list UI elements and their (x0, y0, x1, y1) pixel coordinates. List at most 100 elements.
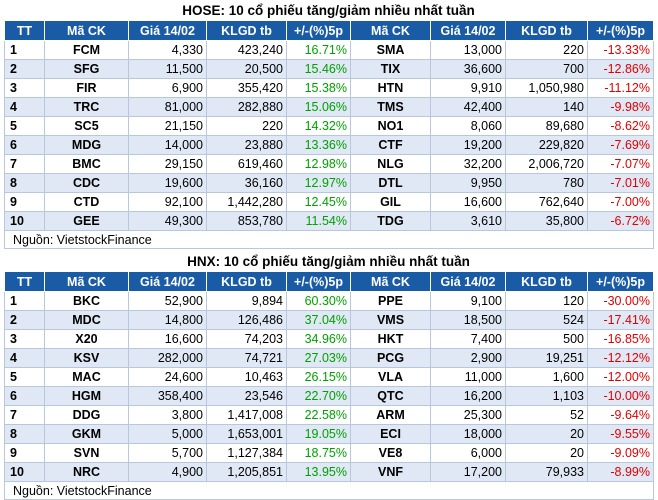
column-header: KLGD tb (206, 20, 287, 41)
price-cell: 16,200 (430, 386, 506, 406)
price-cell: 18,000 (430, 424, 506, 444)
hose-header-row: TT Mã CK Giá 14/02 KLGD tb +/-(%)5p Mã C… (4, 20, 654, 41)
price-cell: 2,900 (430, 348, 506, 368)
hose-section: HOSE: 10 cổ phiếu tăng/giảm nhiều nhất t… (4, 2, 654, 249)
volume-cell: 20,500 (206, 59, 287, 79)
change-cell: 13.36% (286, 135, 351, 155)
table-row: 7 BMC 29,150 619,460 12.98% NLG 32,200 2,006,72… (4, 154, 654, 174)
price-cell: 8,060 (430, 116, 506, 136)
ticker-cell: CTD (44, 192, 129, 212)
rank-cell: 3 (4, 78, 45, 98)
volume-cell: 19,251 (505, 348, 588, 368)
ticker-cell: VLA (350, 367, 431, 387)
change-cell: -7.00% (587, 192, 654, 212)
volume-cell: 20 (505, 443, 588, 463)
price-cell: 81,000 (128, 97, 207, 117)
volume-cell: 9,894 (206, 291, 287, 311)
volume-cell: 1,417,008 (206, 405, 287, 425)
hose-table: TT Mã CK Giá 14/02 KLGD tb +/-(%)5p Mã C… (4, 20, 654, 249)
rank-cell: 5 (4, 367, 45, 387)
volume-cell: 500 (505, 329, 588, 349)
change-cell: 11.54% (286, 211, 351, 231)
table-row: 6 HGM 358,400 23,546 22.70% QTC 16,200 1,103 -10… (4, 386, 654, 406)
hnx-title: HNX: 10 cổ phiếu tăng/giảm nhiều nhất tu… (187, 254, 470, 269)
column-header: Mã CK (44, 271, 129, 292)
volume-cell: 74,203 (206, 329, 287, 349)
column-header: KLGD tb (206, 271, 287, 292)
volume-cell: 10,463 (206, 367, 287, 387)
ticker-cell: NRC (44, 462, 129, 482)
volume-cell: 1,442,280 (206, 192, 287, 212)
change-cell: 13.95% (286, 462, 351, 482)
table-row: 9 CTD 92,100 1,442,280 12.45% GIL 16,600 762,64… (4, 192, 654, 212)
change-cell: -12.86% (587, 59, 654, 79)
change-cell: -7.01% (587, 173, 654, 193)
change-cell: 22.70% (286, 386, 351, 406)
volume-cell: 762,640 (505, 192, 588, 212)
rank-cell: 8 (4, 424, 45, 444)
ticker-cell: FIR (44, 78, 129, 98)
rank-cell: 10 (4, 211, 45, 231)
price-cell: 282,000 (128, 348, 207, 368)
volume-cell: 220 (206, 116, 287, 136)
change-cell: -12.12% (587, 348, 654, 368)
price-cell: 29,150 (128, 154, 207, 174)
change-cell: 27.03% (286, 348, 351, 368)
price-cell: 9,950 (430, 173, 506, 193)
column-header: +/-(%)5p (286, 271, 351, 292)
price-cell: 6,900 (128, 78, 207, 98)
ticker-cell: KSV (44, 348, 129, 368)
volume-cell: 126,486 (206, 310, 287, 330)
rank-cell: 7 (4, 405, 45, 425)
table-row: 10 GEE 49,300 853,780 11.54% TDG 3,610 35,800 -6… (4, 211, 654, 231)
volume-cell: 1,127,384 (206, 443, 287, 463)
column-header: Mã CK (44, 20, 129, 41)
rank-cell: 7 (4, 154, 45, 174)
change-cell: -7.69% (587, 135, 654, 155)
price-cell: 14,800 (128, 310, 207, 330)
volume-cell: 52 (505, 405, 588, 425)
volume-cell: 89,680 (505, 116, 588, 136)
column-header: +/-(%)5p (286, 20, 351, 41)
change-cell: 19.05% (286, 424, 351, 444)
rank-cell: 4 (4, 348, 45, 368)
ticker-cell: QTC (350, 386, 431, 406)
rank-cell: 4 (4, 97, 45, 117)
change-cell: 18.75% (286, 443, 351, 463)
ticker-cell: MDC (44, 310, 129, 330)
volume-cell: 35,800 (505, 211, 588, 231)
ticker-cell: HKT (350, 329, 431, 349)
table-row: 8 GKM 5,000 1,653,001 19.05% ECI 18,000 20 -9.55… (4, 424, 654, 444)
change-cell: -11.12% (587, 78, 654, 98)
price-cell: 5,000 (128, 424, 207, 444)
volume-cell: 36,160 (206, 173, 287, 193)
column-header: Mã CK (350, 271, 431, 292)
ticker-cell: GEE (44, 211, 129, 231)
change-cell: -6.72% (587, 211, 654, 231)
change-cell: 34.96% (286, 329, 351, 349)
price-cell: 42,400 (430, 97, 506, 117)
change-cell: -8.99% (587, 462, 654, 482)
ticker-cell: SC5 (44, 116, 129, 136)
ticker-cell: CTF (350, 135, 431, 155)
change-cell: 15.06% (286, 97, 351, 117)
ticker-cell: HGM (44, 386, 129, 406)
volume-cell: 524 (505, 310, 588, 330)
volume-cell: 2,006,720 (505, 154, 588, 174)
ticker-cell: GKM (44, 424, 129, 444)
volume-cell: 1,653,001 (206, 424, 287, 444)
ticker-cell: ECI (350, 424, 431, 444)
volume-cell: 700 (505, 59, 588, 79)
volume-cell: 1,205,851 (206, 462, 287, 482)
change-cell: -10.00% (587, 386, 654, 406)
price-cell: 17,200 (430, 462, 506, 482)
column-header: Giá 14/02 (430, 20, 506, 41)
ticker-cell: DDG (44, 405, 129, 425)
change-cell: -9.64% (587, 405, 654, 425)
table-row: 3 X20 16,600 74,203 34.96% HKT 7,400 500 -16.85% (4, 329, 654, 349)
column-header: +/-(%)5p (587, 20, 654, 41)
hnx-section: HNX: 10 cổ phiếu tăng/giảm nhiều nhất tu… (4, 253, 654, 500)
price-cell: 21,150 (128, 116, 207, 136)
change-cell: 12.45% (286, 192, 351, 212)
ticker-cell: NO1 (350, 116, 431, 136)
